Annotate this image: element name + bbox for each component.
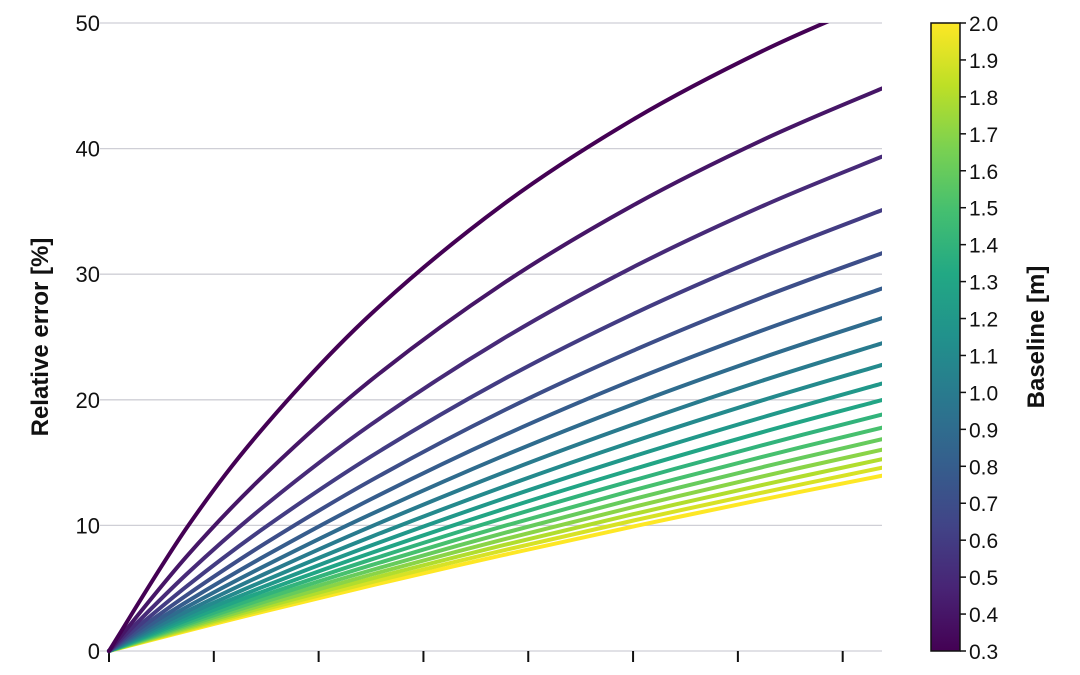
y-tick-label: 20 — [76, 388, 100, 413]
colorbar-ticks: 2.0 1.9 1.8 1.7 1.6 1.5 1.4 1.3 1.2 1.1 1.0 0.9 0.8 0… — [960, 13, 999, 664]
x-tick-label: 800 — [510, 671, 547, 675]
y-tick-label: 40 — [76, 137, 100, 162]
x-tick-label: 0 — [103, 671, 115, 675]
y-tick-label: 0 — [88, 639, 100, 664]
colorbar-tick-label: 1.5 — [969, 198, 998, 221]
colorbar-tick-label: 1.0 — [969, 382, 998, 405]
x-tick-label: 1400 — [818, 671, 867, 675]
colorbar-tick-label: 0.9 — [969, 419, 998, 442]
colorbar-tick-label: 0.7 — [969, 493, 998, 516]
colorbar-tick-label: 0.5 — [969, 567, 998, 590]
colorbar-title: Baseline [m] — [1023, 266, 1050, 409]
series-line-baseline-0.7 — [107, 251, 882, 653]
colorbar-tick-label: 0.8 — [969, 456, 998, 479]
colorbar-tick-label: 1.4 — [969, 235, 999, 258]
y-tick-label: 50 — [76, 11, 100, 36]
x-tick-label: 1000 — [609, 671, 658, 675]
series-line-baseline-1.0 — [107, 341, 882, 653]
series-line-baseline-0.4 — [107, 86, 882, 653]
x-tick-label: 400 — [300, 671, 337, 675]
y-tick-label: 30 — [76, 262, 100, 287]
colorbar-tick-label: 0.4 — [969, 604, 999, 627]
colorbar-tick-label: 1.8 — [969, 87, 998, 110]
colorbar: 2.0 1.9 1.8 1.7 1.6 1.5 1.4 1.3 1.2 1.1 1.0 0.9 0.8 0… — [930, 13, 1050, 664]
series-line-baseline-1.2 — [107, 381, 882, 653]
colorbar-tick-label: 1.1 — [969, 345, 998, 368]
series-line-baseline-1.5 — [107, 425, 882, 653]
series-line-baseline-0.9 — [107, 316, 882, 653]
x-tick-label: 600 — [405, 671, 442, 675]
series-line-baseline-0.5 — [107, 154, 882, 653]
colorbar-tick-label: 1.6 — [969, 161, 998, 184]
series-line-baseline-0.6 — [107, 208, 882, 653]
colorbar-tick-label: 1.7 — [969, 124, 998, 147]
x-tick-label: 200 — [195, 671, 232, 675]
series-line-baseline-1.9 — [107, 465, 882, 653]
series-lines — [107, 23, 882, 653]
series-line-baseline-1.1 — [107, 362, 882, 653]
y-axis-ticks: 0 10 20 30 40 50 — [76, 11, 100, 664]
colorbar-tick-label: 1.2 — [969, 309, 998, 332]
series-line-baseline-0.3 — [107, 23, 830, 653]
series-line-baseline-1.3 — [107, 398, 882, 653]
colorbar-tick-label: 1.3 — [969, 272, 998, 295]
colorbar-gradient — [930, 22, 961, 652]
series-line-baseline-0.8 — [107, 286, 882, 653]
colorbar-tick-label: 1.9 — [969, 50, 998, 73]
x-axis-ticks: 0 200 400 600 800 1000 1200 1400 — [103, 651, 867, 675]
gridlines — [100, 22, 882, 652]
colorbar-tick-label: 0.6 — [969, 530, 998, 553]
x-tick-label: 1200 — [713, 671, 762, 675]
colorbar-tick-label: 0.3 — [969, 641, 998, 664]
y-axis-title: Relative error [%] — [27, 238, 54, 437]
y-tick-label: 10 — [76, 513, 100, 538]
colorbar-tick-label: 2.0 — [969, 13, 998, 36]
series-line-baseline-1.4 — [107, 412, 882, 653]
